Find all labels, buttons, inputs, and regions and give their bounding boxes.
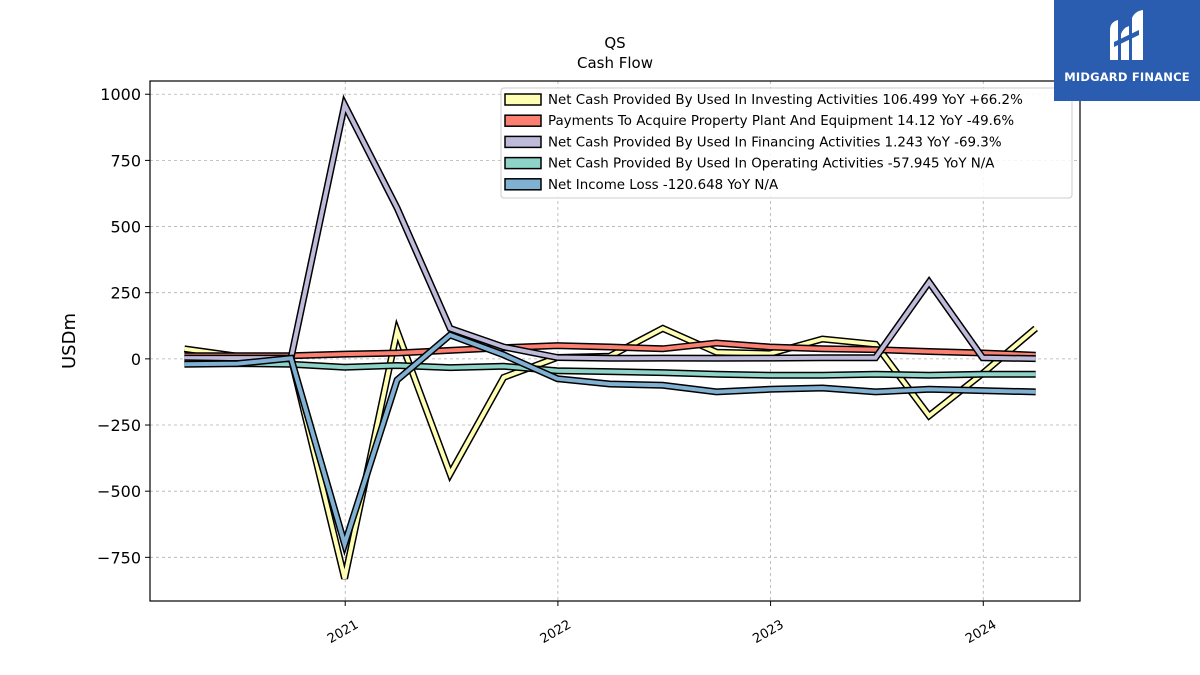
chart-subtitle: Cash Flow xyxy=(577,54,653,72)
x-tick-label: 2023 xyxy=(750,617,786,647)
legend-label: Net Cash Provided By Used In Investing A… xyxy=(548,93,1023,108)
legend-swatch xyxy=(504,135,542,149)
y-tick-label: 0 xyxy=(131,350,141,369)
legend-label: Net Income Loss -120.648 YoY N/A xyxy=(548,178,779,193)
x-tick-label: 2021 xyxy=(325,617,361,647)
legend-item: Payments To Acquire Property Plant And E… xyxy=(504,114,1014,129)
brand-logo: MIDGARD FINANCE xyxy=(1054,0,1200,101)
legend-label: Payments To Acquire Property Plant And E… xyxy=(548,114,1014,129)
chart-title: QS xyxy=(604,34,625,52)
legend-swatch xyxy=(504,156,542,170)
x-tick-label: 2022 xyxy=(538,617,574,647)
legend-item: Net Cash Provided By Used In Financing A… xyxy=(504,135,1002,150)
plot-frame xyxy=(149,80,1081,602)
series-line-stroke xyxy=(184,332,1036,551)
legend-label: Net Cash Provided By Used In Operating A… xyxy=(548,157,995,172)
brand-name: MIDGARD FINANCE xyxy=(1064,70,1190,84)
series-line xyxy=(184,331,1036,557)
x-tick-label: 2024 xyxy=(963,617,999,647)
y-tick-label: 750 xyxy=(110,151,141,170)
legend-item: Net Cash Provided By Used In Investing A… xyxy=(504,93,1023,108)
legend-swatch xyxy=(504,178,542,191)
y-tick-label: 250 xyxy=(110,284,141,303)
series-line-stroke xyxy=(184,340,1036,358)
series-line-stroke xyxy=(184,360,1036,378)
legend: Net Cash Provided By Used In Investing A… xyxy=(500,87,1073,199)
y-tick-label: −750 xyxy=(97,548,141,567)
y-tick-label: −250 xyxy=(97,416,141,435)
legend-label: Net Cash Provided By Used In Financing A… xyxy=(548,135,1002,150)
series-line xyxy=(184,339,1036,360)
y-tick-label: 1000 xyxy=(100,85,141,104)
series-line xyxy=(184,359,1036,379)
y-tick-label: 500 xyxy=(110,218,141,237)
legend-frame xyxy=(500,87,1073,199)
series-line-stroke xyxy=(184,98,1036,361)
legend-item: Net Cash Provided By Used In Operating A… xyxy=(504,156,995,172)
series-layer xyxy=(183,94,1038,580)
series-line xyxy=(184,94,1036,363)
legend-swatch xyxy=(504,93,542,106)
y-tick-label: −500 xyxy=(97,482,141,501)
legend-swatch xyxy=(504,114,542,127)
y-axis-label: USDm xyxy=(59,313,80,369)
logo-mark-icon xyxy=(1110,10,1143,60)
legend-item: Net Income Loss -120.648 YoY N/A xyxy=(504,178,779,193)
